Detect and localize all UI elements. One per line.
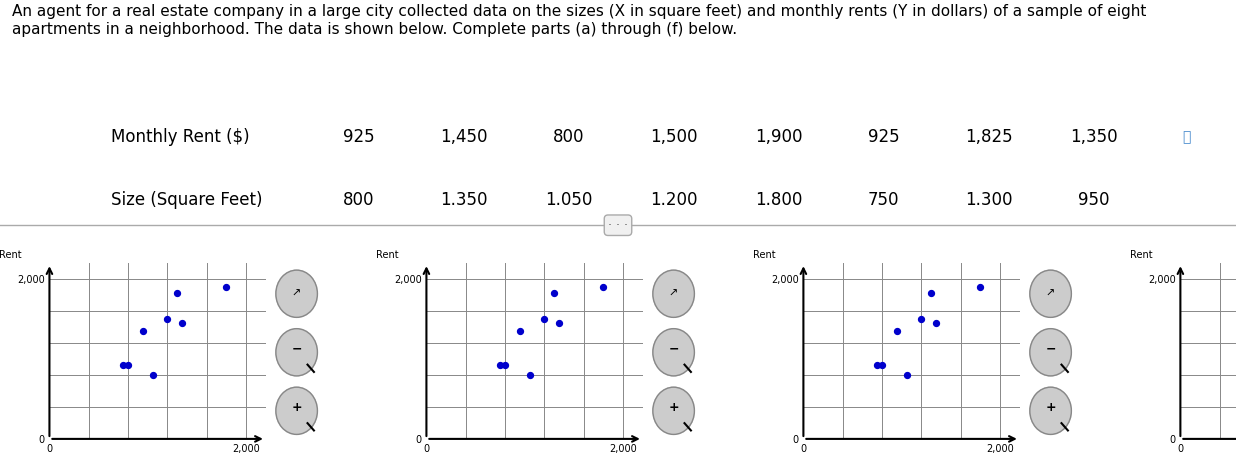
Circle shape (653, 270, 695, 317)
Circle shape (276, 387, 318, 434)
Text: 1.050: 1.050 (545, 191, 592, 208)
Text: An agent for a real estate company in a large city collected data on the sizes (: An agent for a real estate company in a … (12, 5, 1147, 37)
Text: −: − (1046, 343, 1056, 356)
Y-axis label: Rent: Rent (753, 250, 776, 260)
Text: +: + (1046, 401, 1056, 414)
Point (887, 328, 907, 335)
Y-axis label: Rent: Rent (1130, 250, 1153, 260)
Point (970, 284, 990, 291)
Y-axis label: Rent: Rent (0, 250, 22, 260)
Text: 1,450: 1,450 (440, 128, 487, 146)
Circle shape (1030, 387, 1072, 434)
Text: +: + (669, 401, 679, 414)
Point (897, 371, 917, 379)
Point (119, 361, 138, 369)
Point (520, 371, 540, 379)
Point (133, 328, 153, 335)
Point (114, 361, 133, 369)
Point (549, 320, 569, 327)
Text: 1,350: 1,350 (1070, 128, 1117, 146)
Text: · · ·: · · · (608, 219, 628, 232)
Point (167, 290, 187, 297)
Text: 1,900: 1,900 (755, 128, 802, 146)
Point (491, 361, 510, 369)
Text: Monthly Rent ($): Monthly Rent ($) (111, 128, 250, 146)
Text: ↗: ↗ (669, 289, 679, 299)
Point (921, 290, 941, 297)
Circle shape (276, 270, 318, 317)
Text: ↗: ↗ (1046, 289, 1056, 299)
Text: −: − (292, 343, 302, 356)
Point (873, 361, 892, 369)
Text: 1.200: 1.200 (650, 191, 697, 208)
Text: 800: 800 (342, 191, 375, 208)
Point (172, 320, 192, 327)
Point (593, 284, 613, 291)
Point (143, 371, 163, 379)
Text: 950: 950 (1078, 191, 1110, 208)
Point (868, 361, 887, 369)
Point (510, 328, 530, 335)
Text: ↗: ↗ (292, 289, 302, 299)
Circle shape (276, 328, 318, 376)
Text: 1,500: 1,500 (650, 128, 697, 146)
Text: ⬜: ⬜ (1183, 130, 1190, 145)
Point (216, 284, 236, 291)
Point (496, 361, 515, 369)
Text: 1,825: 1,825 (965, 128, 1012, 146)
Circle shape (1030, 328, 1072, 376)
Text: 800: 800 (552, 128, 585, 146)
Text: 925: 925 (342, 128, 375, 146)
Text: 1.800: 1.800 (755, 191, 802, 208)
Point (926, 320, 946, 327)
Text: 1.350: 1.350 (440, 191, 487, 208)
Circle shape (1030, 270, 1072, 317)
Point (544, 290, 564, 297)
Text: 1.300: 1.300 (965, 191, 1012, 208)
Circle shape (653, 387, 695, 434)
Text: −: − (669, 343, 679, 356)
Text: +: + (292, 401, 302, 414)
Text: 750: 750 (868, 191, 900, 208)
Circle shape (653, 328, 695, 376)
Point (157, 316, 177, 323)
Point (534, 316, 554, 323)
Point (911, 316, 931, 323)
Text: 925: 925 (868, 128, 900, 146)
Y-axis label: Rent: Rent (376, 250, 399, 260)
Text: Size (Square Feet): Size (Square Feet) (111, 191, 263, 208)
